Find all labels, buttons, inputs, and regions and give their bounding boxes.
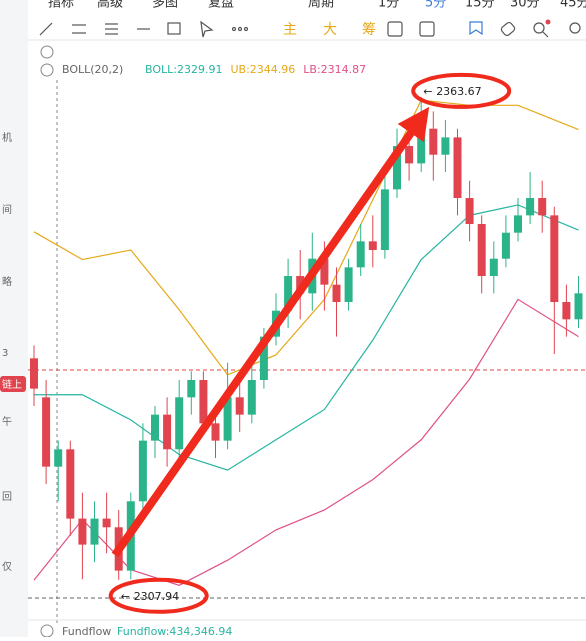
candle-body — [199, 379, 208, 424]
candle-body — [320, 258, 329, 285]
toolbar-item[interactable]: 1分 — [378, 0, 399, 11]
candle-body — [489, 258, 498, 277]
candle-body — [514, 215, 522, 233]
candle-body — [66, 449, 75, 519]
candle-body — [90, 518, 99, 545]
collapse-button[interactable] — [40, 45, 54, 59]
subpanel-name: Fundflow — [62, 625, 111, 637]
side-text: 午 — [2, 415, 12, 428]
toolbar-item[interactable]: 高级 — [97, 0, 123, 11]
candle-body — [211, 423, 220, 441]
annotations: ← 2363.67 ← 2307.94 — [108, 72, 512, 614]
candle-body — [526, 198, 535, 216]
candle-body — [102, 518, 111, 528]
side-text: 机 — [2, 131, 12, 144]
boll-line — [34, 204, 579, 471]
badge: 链上 — [2, 378, 22, 391]
candle-body — [138, 440, 147, 502]
candle-body — [332, 284, 341, 303]
toolbar-item[interactable]: 周期 — [308, 0, 334, 11]
candle-body — [344, 267, 353, 303]
candle-body — [405, 146, 414, 164]
side-text: 3 — [2, 348, 8, 359]
candle-body — [538, 198, 547, 216]
trend-arrow — [111, 106, 430, 558]
candle-body — [163, 414, 172, 450]
candle-body — [175, 397, 184, 450]
highlight-ellipse — [108, 577, 209, 614]
indicator-value: UB:2344.96 — [230, 63, 295, 76]
candle-body — [30, 358, 38, 389]
candle-body — [380, 189, 389, 251]
highlight-ellipse — [411, 72, 512, 109]
candle-body — [465, 198, 474, 225]
toolbar-item[interactable]: 复盘 — [208, 0, 234, 11]
toolbar-item[interactable]: 45分 — [560, 0, 586, 11]
candle-body — [78, 518, 87, 545]
candle-body — [356, 241, 365, 268]
candle-body — [151, 414, 159, 441]
plot — [30, 96, 583, 586]
toolbar-item[interactable]: 大 — [323, 22, 337, 38]
candle-body — [574, 293, 583, 320]
expand-button[interactable] — [40, 63, 54, 77]
annotation-label: 2363.67 — [436, 85, 482, 98]
candle-body — [235, 397, 244, 415]
drawing-tools[interactable] — [39, 20, 581, 38]
indicator-name: BOLL(20,2) — [62, 63, 123, 76]
candle-body — [393, 146, 401, 190]
toolbar-item[interactable]: 5分 — [425, 0, 446, 11]
toolbar-item[interactable]: 主 — [283, 22, 297, 38]
boll-line — [33, 298, 579, 586]
candle-body — [453, 137, 462, 199]
candle-body — [284, 276, 293, 311]
candle-body — [501, 232, 510, 259]
annotation-label: 2307.94 — [134, 590, 180, 603]
arrow-glyph: ← — [423, 85, 432, 98]
candle-body — [417, 128, 426, 164]
indicator-value: BOLL:2329.91 — [145, 63, 222, 76]
side-text: 回 — [2, 491, 12, 503]
side-strip — [0, 0, 28, 637]
candle-body — [247, 379, 256, 415]
candle-body — [477, 224, 486, 277]
candle-body — [187, 379, 196, 398]
toolbar-item[interactable]: 多图 — [152, 0, 178, 11]
toolbar-item[interactable]: 筹 — [362, 21, 376, 38]
toolbar-item[interactable]: 30分 — [510, 0, 540, 11]
candle-body — [223, 397, 232, 441]
notify-dot — [545, 19, 551, 25]
indicator-value: LB:2314.87 — [303, 63, 366, 76]
subpanel-value: Fundflow:434,346.94 — [117, 625, 232, 637]
candle-body — [562, 302, 571, 320]
candle-body — [54, 449, 63, 467]
toolbar-item[interactable]: 指标 — [48, 0, 74, 11]
candle-body — [368, 241, 377, 251]
expand-button[interactable] — [40, 624, 54, 638]
candle-body — [441, 137, 450, 155]
candle-body — [550, 215, 559, 303]
toolbar-item[interactable]: 15分 — [465, 0, 495, 11]
side-text: 略 — [2, 275, 12, 288]
arrow-glyph: ← — [121, 590, 130, 603]
badge-bg — [0, 376, 26, 392]
side-text: 仅 — [2, 561, 12, 573]
candle-body — [429, 128, 438, 155]
candle-body — [42, 397, 51, 467]
candle-body — [259, 336, 268, 380]
side-text: 间 — [2, 203, 12, 216]
